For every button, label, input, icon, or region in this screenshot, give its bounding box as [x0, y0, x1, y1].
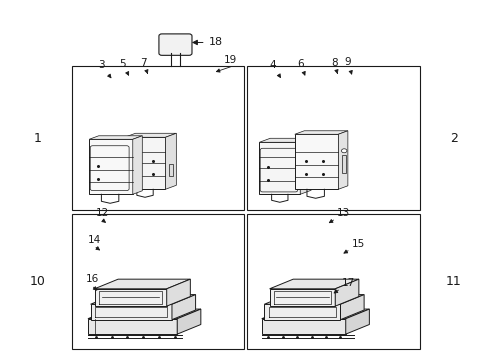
Polygon shape — [165, 133, 176, 189]
Text: 16: 16 — [86, 274, 99, 284]
Text: 11: 11 — [445, 275, 461, 288]
Polygon shape — [294, 131, 347, 134]
Polygon shape — [90, 294, 195, 304]
Polygon shape — [88, 309, 201, 319]
Polygon shape — [294, 134, 338, 189]
Polygon shape — [124, 133, 176, 137]
Polygon shape — [172, 294, 195, 320]
Text: 5: 5 — [120, 59, 128, 75]
Text: 18: 18 — [193, 37, 222, 48]
Bar — [246, 66, 419, 210]
Text: 7: 7 — [140, 58, 148, 73]
FancyBboxPatch shape — [159, 34, 192, 55]
Polygon shape — [177, 309, 201, 334]
Bar — [168, 164, 173, 176]
Polygon shape — [94, 279, 190, 289]
Polygon shape — [335, 279, 358, 306]
Bar — [246, 214, 419, 348]
Polygon shape — [261, 309, 368, 319]
Text: 8: 8 — [330, 58, 337, 73]
Polygon shape — [264, 294, 364, 304]
Polygon shape — [338, 131, 347, 189]
Polygon shape — [89, 139, 133, 194]
Polygon shape — [166, 279, 190, 306]
Text: 4: 4 — [269, 60, 280, 77]
Text: 9: 9 — [344, 57, 351, 74]
Bar — [342, 155, 346, 173]
Polygon shape — [269, 279, 358, 289]
Bar — [72, 66, 244, 210]
Polygon shape — [90, 304, 172, 320]
Polygon shape — [89, 136, 142, 139]
Text: 17: 17 — [341, 278, 354, 288]
Text: 6: 6 — [297, 59, 305, 75]
Polygon shape — [259, 138, 310, 142]
Text: 2: 2 — [449, 132, 457, 145]
Text: 12: 12 — [96, 208, 109, 218]
Polygon shape — [269, 289, 335, 306]
Polygon shape — [124, 137, 165, 189]
Bar — [72, 214, 244, 348]
Polygon shape — [345, 309, 368, 334]
Text: 1: 1 — [34, 132, 41, 145]
Text: 3: 3 — [98, 60, 111, 78]
Text: 13: 13 — [336, 208, 349, 218]
Polygon shape — [261, 319, 345, 334]
Polygon shape — [300, 138, 310, 194]
Polygon shape — [340, 294, 364, 320]
Polygon shape — [133, 136, 142, 194]
Text: 10: 10 — [30, 275, 46, 288]
Polygon shape — [264, 304, 340, 320]
Polygon shape — [94, 289, 166, 306]
Polygon shape — [88, 319, 177, 334]
Polygon shape — [259, 142, 300, 194]
Text: 14: 14 — [87, 235, 101, 245]
Text: 19: 19 — [223, 55, 236, 64]
Text: 15: 15 — [351, 239, 364, 249]
Circle shape — [341, 149, 346, 153]
